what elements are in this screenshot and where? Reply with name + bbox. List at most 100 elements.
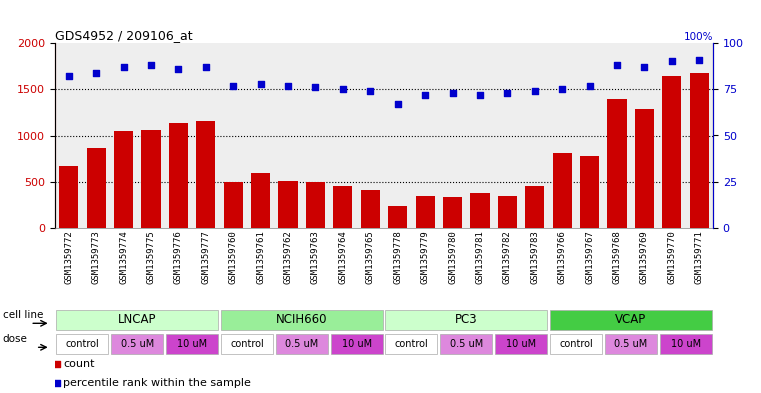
Text: 0.5 uM: 0.5 uM — [121, 338, 154, 349]
Text: control: control — [559, 338, 593, 349]
Point — [474, 92, 486, 98]
Text: PC3: PC3 — [455, 313, 478, 326]
Text: GSM1359765: GSM1359765 — [366, 230, 374, 284]
Point — [419, 92, 431, 98]
Point — [199, 64, 212, 70]
Bar — [495, 334, 547, 354]
Point — [556, 86, 568, 92]
Text: GDS4952 / 209106_at: GDS4952 / 209106_at — [55, 29, 193, 42]
Text: 10 uM: 10 uM — [177, 338, 207, 349]
Point — [611, 62, 623, 68]
Point — [392, 101, 404, 107]
Text: GSM1359766: GSM1359766 — [558, 230, 567, 284]
Bar — [251, 173, 270, 228]
Text: GSM1359760: GSM1359760 — [229, 230, 237, 284]
Text: GSM1359769: GSM1359769 — [640, 230, 649, 284]
Text: 0.5 uM: 0.5 uM — [614, 338, 648, 349]
Point — [529, 88, 541, 94]
Bar — [279, 181, 298, 228]
Point — [365, 88, 377, 94]
Bar — [56, 310, 218, 330]
Text: 10 uM: 10 uM — [506, 338, 537, 349]
Text: GSM1359761: GSM1359761 — [256, 230, 265, 284]
Text: GSM1359772: GSM1359772 — [64, 230, 73, 284]
Text: 0.5 uM: 0.5 uM — [450, 338, 483, 349]
Text: GSM1359767: GSM1359767 — [585, 230, 594, 284]
Bar — [388, 206, 407, 228]
Point — [501, 90, 514, 96]
Bar — [224, 182, 243, 228]
Point — [90, 70, 102, 76]
Bar — [580, 156, 599, 228]
Bar — [196, 121, 215, 228]
Bar — [635, 109, 654, 228]
Point — [638, 64, 651, 70]
Point — [693, 57, 705, 63]
Text: NCIH660: NCIH660 — [276, 313, 327, 326]
Bar — [333, 186, 352, 228]
Point — [50, 380, 62, 386]
Text: GSM1359782: GSM1359782 — [503, 230, 512, 284]
Bar — [59, 166, 78, 228]
Bar — [550, 334, 602, 354]
Point — [282, 83, 295, 89]
Text: GSM1359771: GSM1359771 — [695, 230, 704, 284]
Text: GSM1359774: GSM1359774 — [119, 230, 128, 284]
Point — [584, 83, 596, 89]
Point — [172, 66, 184, 72]
Text: count: count — [63, 359, 94, 369]
Point — [310, 84, 322, 90]
Bar — [330, 334, 383, 354]
Text: dose: dose — [3, 334, 27, 344]
Text: GSM1359762: GSM1359762 — [284, 230, 292, 284]
Bar — [385, 334, 438, 354]
Point — [666, 58, 678, 64]
Bar — [607, 99, 626, 228]
Text: 10 uM: 10 uM — [342, 338, 371, 349]
Text: control: control — [230, 338, 264, 349]
Point — [117, 64, 129, 70]
Bar — [416, 196, 435, 228]
Bar — [443, 197, 462, 228]
Bar — [498, 196, 517, 228]
Bar — [552, 153, 572, 228]
Bar — [385, 310, 547, 330]
Bar — [169, 123, 188, 228]
Bar — [111, 334, 164, 354]
Text: GSM1359783: GSM1359783 — [530, 230, 540, 284]
Text: VCAP: VCAP — [615, 313, 646, 326]
Point — [50, 361, 62, 367]
Bar — [56, 334, 109, 354]
Bar — [87, 147, 106, 228]
Bar — [114, 131, 133, 228]
Point — [254, 81, 266, 87]
Bar — [166, 334, 218, 354]
Text: 0.5 uM: 0.5 uM — [285, 338, 318, 349]
Bar — [689, 73, 709, 228]
Bar — [221, 334, 273, 354]
Text: GSM1359773: GSM1359773 — [91, 230, 100, 284]
Text: GSM1359781: GSM1359781 — [476, 230, 485, 284]
Bar — [361, 190, 380, 228]
Text: GSM1359780: GSM1359780 — [448, 230, 457, 284]
Text: GSM1359777: GSM1359777 — [202, 230, 210, 284]
Bar — [275, 334, 328, 354]
Bar — [605, 334, 657, 354]
Bar — [142, 130, 161, 228]
Text: GSM1359775: GSM1359775 — [146, 230, 155, 284]
Text: percentile rank within the sample: percentile rank within the sample — [63, 378, 251, 388]
Bar — [440, 334, 492, 354]
Text: cell line: cell line — [3, 310, 43, 320]
Text: GSM1359764: GSM1359764 — [339, 230, 347, 284]
Text: LNCAP: LNCAP — [118, 313, 157, 326]
Text: GSM1359778: GSM1359778 — [393, 230, 403, 284]
Text: GSM1359770: GSM1359770 — [667, 230, 677, 284]
Text: GSM1359763: GSM1359763 — [311, 230, 320, 284]
Text: control: control — [394, 338, 428, 349]
Text: control: control — [65, 338, 99, 349]
Text: GSM1359779: GSM1359779 — [421, 230, 430, 284]
Point — [145, 62, 157, 68]
Point — [227, 83, 239, 89]
Text: 100%: 100% — [683, 32, 713, 42]
Bar — [550, 310, 712, 330]
